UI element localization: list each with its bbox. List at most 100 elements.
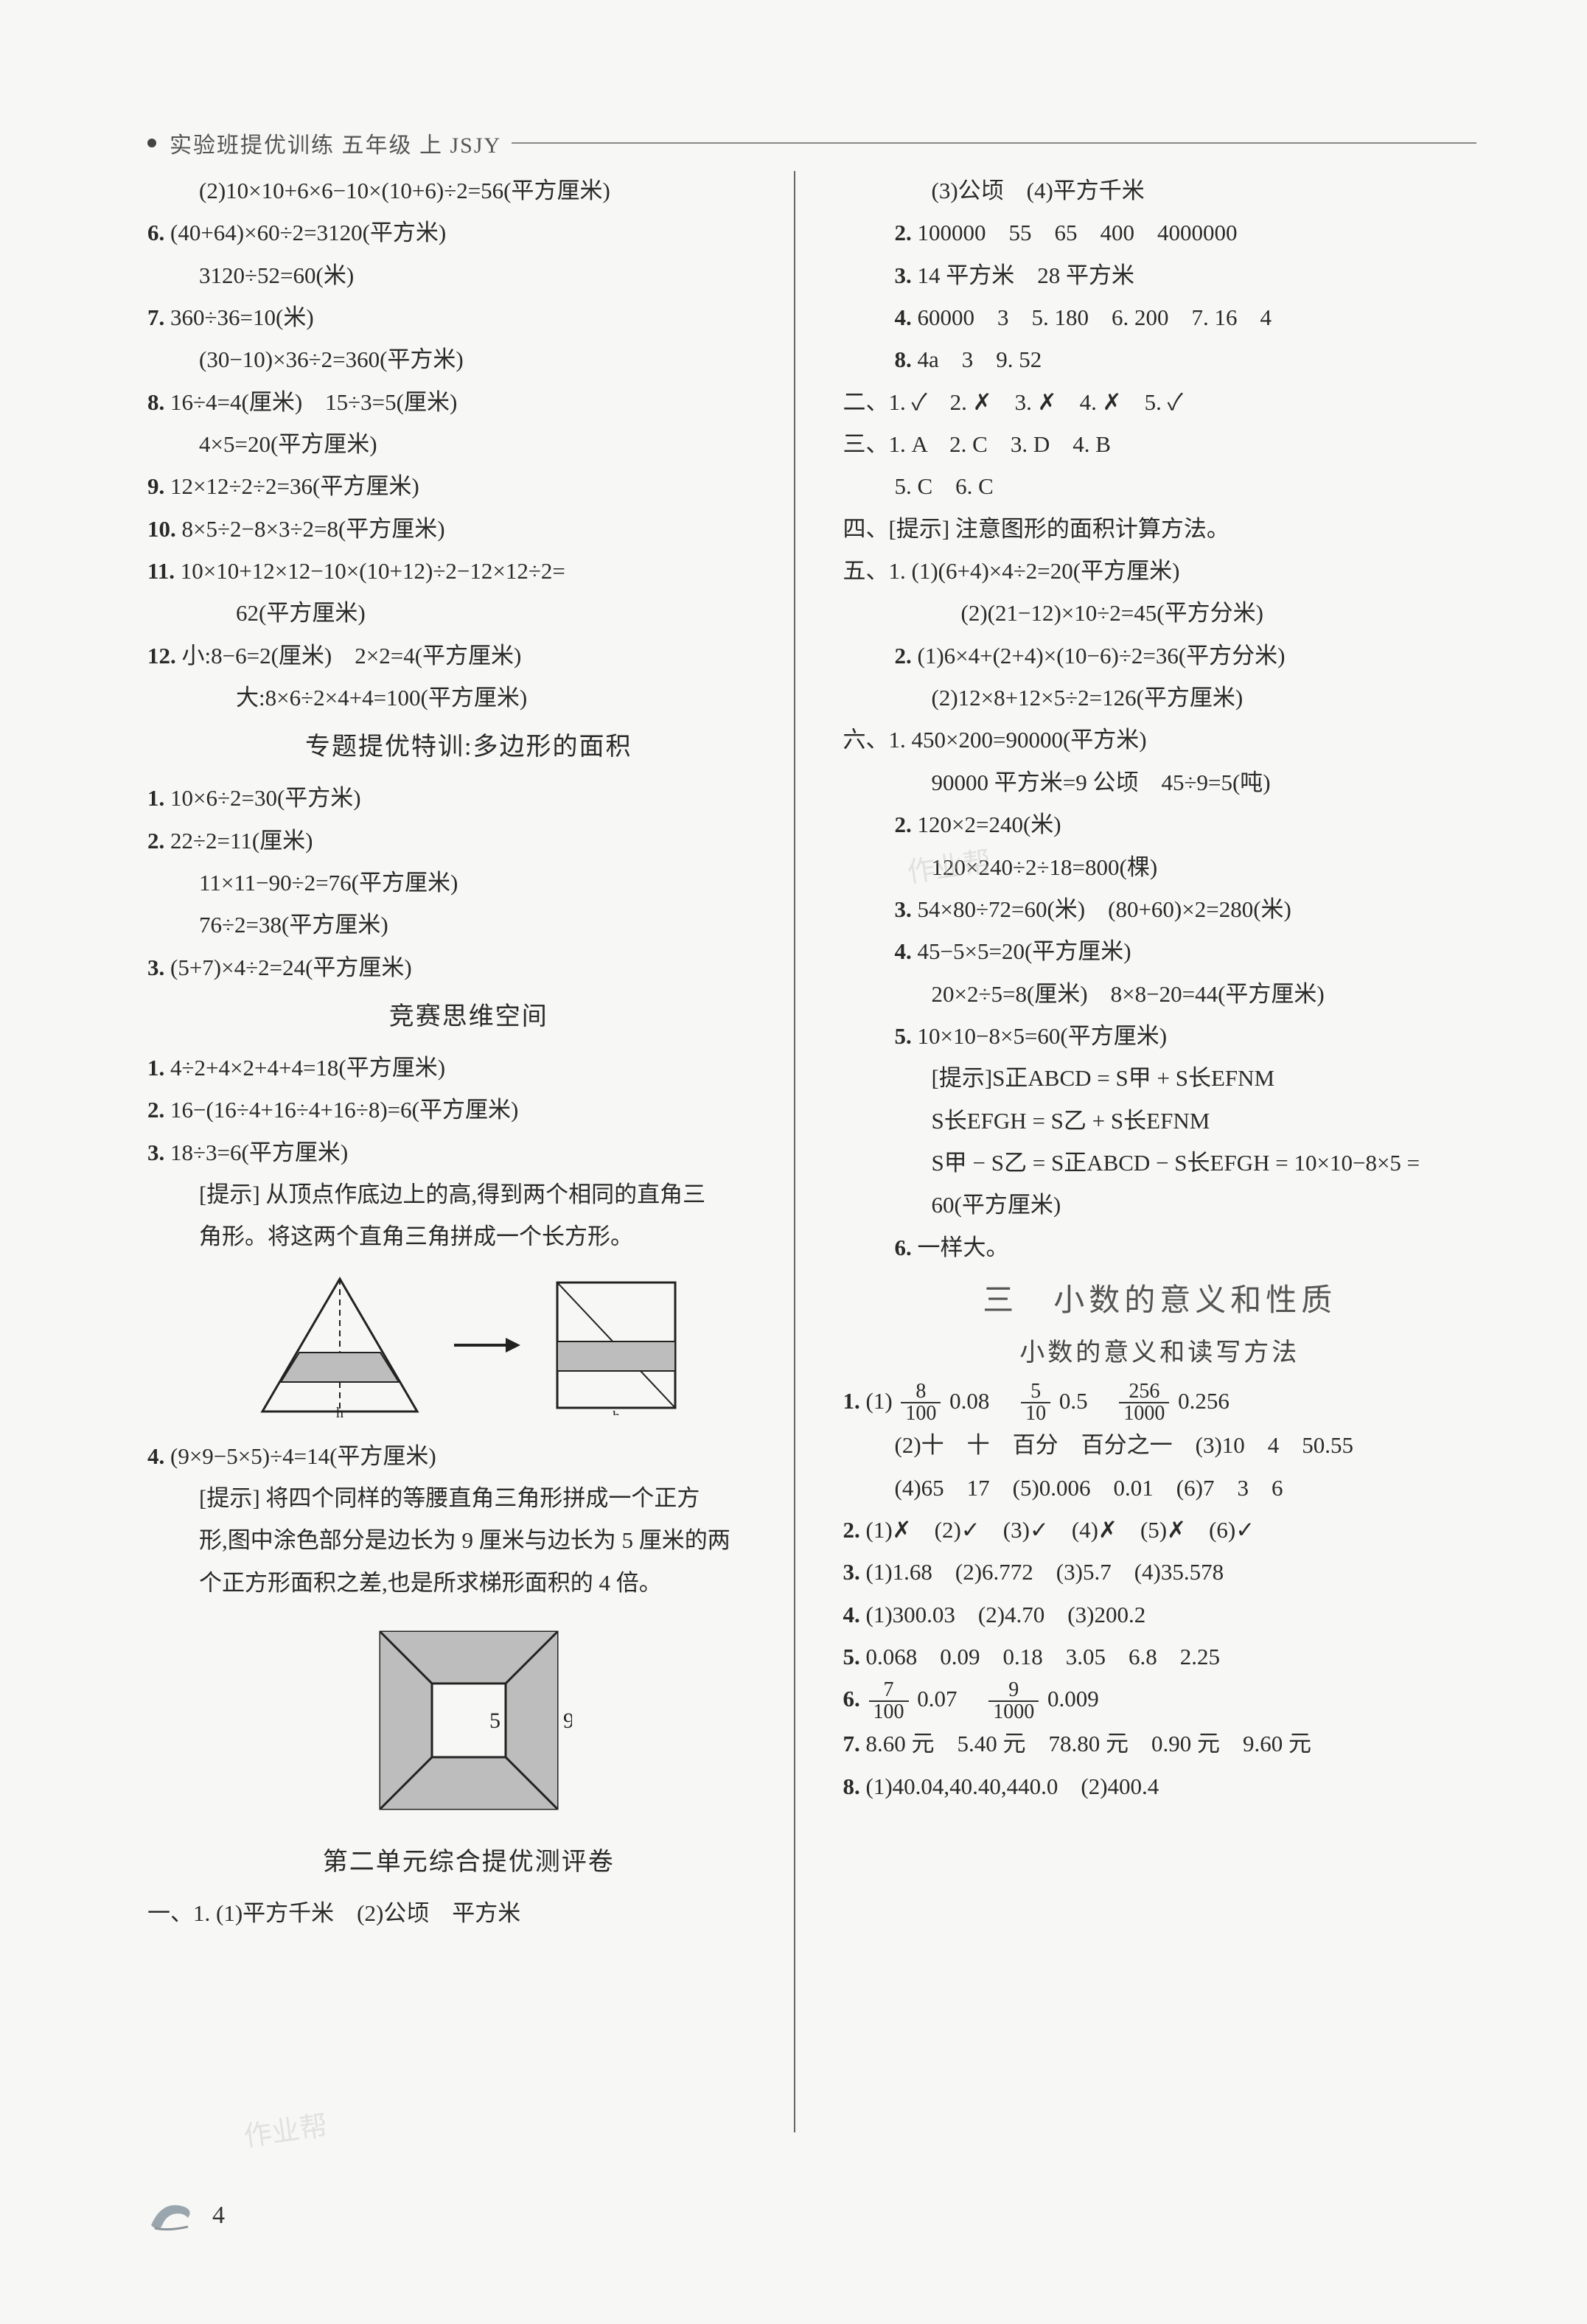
chapter-heading: 三 小数的意义和性质	[843, 1273, 1477, 1330]
text-line: 1. 4÷2+4×2+4+4=18(平方厘米)	[147, 1047, 790, 1089]
item-text: (9×9−5×5)÷4=14(平方厘米)	[170, 1443, 436, 1469]
item-text: 12×12÷2÷2=36(平方厘米)	[170, 473, 419, 499]
item-text: 10×10+12×12−10×(10+12)÷2−12×12÷2=	[181, 558, 565, 584]
item-text: 100000 55 65 400 4000000	[918, 220, 1238, 245]
text-line: S甲 − S乙 = S正ABCD − S长EFGH = 10×10−8×5 =	[843, 1142, 1477, 1184]
item-text: (1)✗ (2)✓ (3)✓ (4)✗ (5)✗ (6)✓	[866, 1517, 1255, 1543]
text-line: 一、1. (1)平方千米 (2)公顷 平方米	[147, 1892, 790, 1934]
item-number: 2.	[895, 812, 912, 837]
text-line: 10. 8×5÷2−8×3÷2=8(平方厘米)	[147, 508, 790, 550]
item-text: 45−5×5=20(平方厘米)	[918, 938, 1131, 964]
right-column: (3)公顷 (4)平方千米 2. 100000 55 65 400 400000…	[812, 170, 1477, 2160]
item-number: 2.	[843, 1517, 860, 1543]
item-text: 0.5	[1059, 1388, 1088, 1414]
item-number: 8.	[147, 389, 164, 415]
item-number: 2.	[895, 220, 912, 245]
text-line: 2. 16−(16÷4+16÷4+16÷8)=6(平方厘米)	[147, 1089, 790, 1131]
item-text: 16÷4=4(厘米) 15÷3=5(厘米)	[170, 389, 457, 415]
item-text: (5+7)×4÷2=24(平方厘米)	[170, 955, 412, 980]
text-line: 5. 0.068 0.09 0.18 3.05 6.8 2.25	[843, 1636, 1477, 1678]
hint-line: 个正方形面积之差,也是所求梯形面积的 4 倍。	[147, 1562, 790, 1604]
header-rule	[512, 142, 1476, 144]
columns: (2)10×10+6×6−10×(10+6)÷2=56(平方厘米) 6. (40…	[147, 170, 1476, 2160]
text-line: 二、1. ✓ 2. ✗ 3. ✗ 4. ✗ 5. ✓	[843, 381, 1477, 423]
item-text: 4a 3 9. 52	[918, 346, 1042, 372]
fig-label-5: 5	[489, 1709, 500, 1733]
item-text: 360÷36=10(米)	[170, 304, 314, 330]
item-text: (1)6×4+(2+4)×(10−6)÷2=36(平方分米)	[918, 643, 1286, 669]
text-line: 7. 8.60 元 5.40 元 78.80 元 0.90 元 9.60 元	[843, 1723, 1477, 1765]
chapter-subheading: 小数的意义和读写方法	[843, 1330, 1477, 1377]
text-line: 1. 10×6÷2=30(平方米)	[147, 777, 790, 819]
item-number: 7.	[843, 1731, 860, 1756]
item-text: 4÷2+4×2+4+4=18(平方厘米)	[170, 1055, 445, 1081]
item-text: 120×2=240(米)	[918, 812, 1061, 837]
text-line: 120×240÷2÷18=800(棵)	[843, 846, 1477, 888]
text-line: 4. (1)300.03 (2)4.70 (3)200.2	[843, 1594, 1477, 1636]
item-number: 5.	[843, 1644, 860, 1669]
item-number: 2.	[895, 643, 912, 669]
text-line: 90000 平方米=9 公顷 45÷9=5(吨)	[843, 761, 1477, 803]
text-line: 四、[提示] 注意图形的面积计算方法。	[843, 508, 1477, 550]
item-number: 4.	[895, 304, 912, 330]
text-line: 3. (5+7)×4÷2=24(平方厘米)	[147, 946, 790, 988]
fraction: 8100	[901, 1381, 941, 1424]
item-text: 0.07	[917, 1686, 957, 1711]
text-line: S长EFGH = S乙 + S长EFNM	[843, 1100, 1477, 1142]
item-text: 0.256	[1178, 1388, 1230, 1414]
item-text: 8.60 元 5.40 元 78.80 元 0.90 元 9.60 元	[866, 1731, 1312, 1756]
figure-row-1: h h	[147, 1271, 790, 1419]
item-number: 1.	[147, 785, 164, 811]
text-line: 2. 22÷2=11(厘米)	[147, 820, 790, 862]
section-heading: 专题提优特训:多边形的面积	[147, 725, 790, 771]
item-text: 10×6÷2=30(平方米)	[170, 785, 361, 811]
text-line: 20×2÷5=8(厘米) 8×8−20=44(平方厘米)	[843, 973, 1477, 1015]
figure-row-2: 5 9	[147, 1617, 790, 1824]
item-number: 12.	[147, 643, 176, 669]
text-line: 6. 7100 0.07 91000 0.009	[843, 1678, 1477, 1723]
text-line: 2. (1)✗ (2)✓ (3)✓ (4)✗ (5)✗ (6)✓	[843, 1509, 1477, 1551]
item-text: 14 平方米 28 平方米	[918, 262, 1135, 288]
left-column: (2)10×10+6×6−10×(10+6)÷2=56(平方厘米) 6. (40…	[147, 170, 812, 2160]
text-line: 6. (40+64)×60÷2=3120(平方米)	[147, 212, 790, 254]
text-line: 8. (1)40.04,40.40,440.0 (2)400.4	[843, 1765, 1477, 1807]
item-number: 11.	[147, 558, 175, 584]
page: 实验班提优训练 五年级 上 JSJY (2)10×10+6×6−10×(10+6…	[0, 0, 1587, 2324]
section-heading: 第二单元综合提优测评卷	[147, 1840, 790, 1886]
text-line: 8. 16÷4=4(厘米) 15÷3=5(厘米)	[147, 381, 790, 423]
item-number: 3.	[843, 1559, 860, 1585]
item-text: 一样大。	[918, 1235, 1009, 1260]
item-text: 16−(16÷4+16÷4+16÷8)=6(平方厘米)	[170, 1097, 518, 1123]
dolphin-icon	[147, 2196, 199, 2236]
page-number: 4	[212, 2202, 225, 2230]
text-line: (2)12×8+12×5÷2=126(平方厘米)	[843, 677, 1477, 719]
item-number: 8.	[843, 1773, 860, 1799]
text-line: (2)十 十 百分 百分之一 (3)10 4 50.55	[843, 1424, 1477, 1466]
text-line: 4. 60000 3 5. 180 6. 200 7. 16 4	[843, 296, 1477, 338]
item-number: 2.	[147, 828, 164, 854]
arrow-icon	[454, 1330, 520, 1360]
item-text: 8×5÷2−8×3÷2=8(平方厘米)	[182, 516, 445, 542]
hint-line: 角形。将这两个直角三角拼成一个长方形。	[147, 1215, 790, 1257]
text-line: (4)65 17 (5)0.006 0.01 (6)7 3 6	[843, 1467, 1477, 1509]
item-number: 4.	[147, 1443, 164, 1469]
text-line: 三、1. A 2. C 3. D 4. B	[843, 423, 1477, 465]
item-number: 6.	[147, 220, 164, 245]
item-text: 0.068 0.09 0.18 3.05 6.8 2.25	[866, 1644, 1221, 1669]
item-number: 3.	[895, 896, 912, 922]
text-line: 12. 小:8−6=2(厘米) 2×2=4(平方厘米)	[147, 635, 790, 677]
item-text: 22÷2=11(厘米)	[170, 828, 313, 854]
item-number: 8.	[895, 346, 912, 372]
item-number: 4.	[843, 1602, 860, 1627]
text-line: 大:8×6÷2×4+4=100(平方厘米)	[147, 677, 790, 719]
item-text: 54×80÷72=60(米) (80+60)×2=280(米)	[918, 896, 1291, 922]
text-line: 11. 10×10+12×12−10×(10+12)÷2−12×12÷2=	[147, 550, 790, 592]
item-number: 6.	[843, 1686, 860, 1711]
text-line: 2. 100000 55 65 400 4000000	[843, 212, 1477, 254]
svg-text:h: h	[336, 1405, 343, 1419]
item-number: 3.	[895, 262, 912, 288]
item-number: 1.	[147, 1055, 164, 1081]
text-line: 五、1. (1)(6+4)×4÷2=20(平方厘米)	[843, 550, 1477, 592]
item-text: (1)	[866, 1388, 893, 1414]
item-text: 0.08	[949, 1388, 989, 1414]
